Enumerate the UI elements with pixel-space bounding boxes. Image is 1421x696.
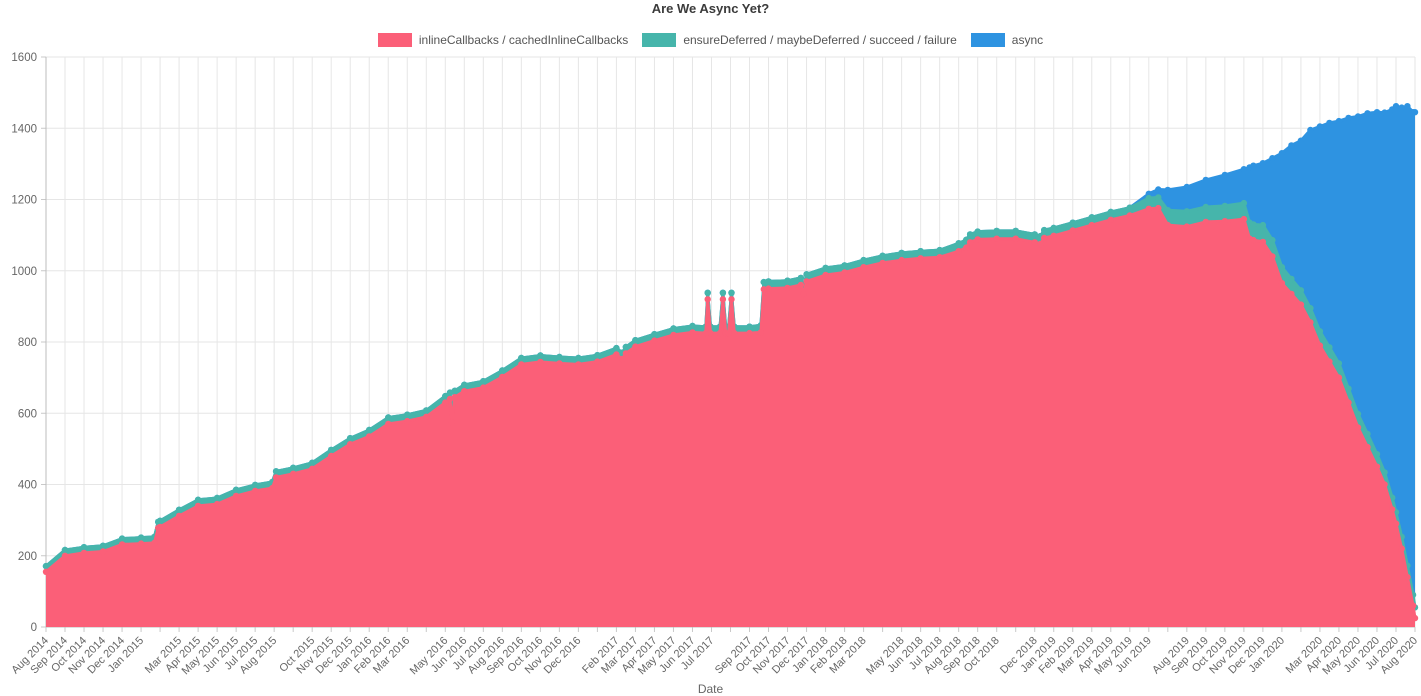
chart-legend: inlineCallbacks / cachedInlineCallbacks …: [0, 33, 1421, 47]
legend-swatch-blue-icon: [970, 33, 1005, 47]
legend-swatch-pink-icon: [377, 33, 412, 47]
chart-title: Are We Async Yet?: [651, 1, 770, 16]
legend-item-ensuredeferred[interactable]: ensureDeferred / maybeDeferred / succeed…: [642, 33, 957, 47]
svg-text:200: 200: [18, 551, 37, 563]
svg-text:600: 600: [18, 408, 37, 420]
svg-text:1000: 1000: [11, 266, 37, 278]
legend-label-inlinecallbacks: inlineCallbacks / cachedInlineCallbacks: [418, 33, 629, 47]
svg-text:1600: 1600: [11, 52, 37, 64]
legend-label-ensuredeferred: ensureDeferred / maybeDeferred / succeed…: [683, 33, 957, 47]
legend-swatch-teal-icon: [642, 33, 677, 47]
svg-text:1200: 1200: [11, 195, 37, 207]
legend-label-async: async: [1011, 33, 1044, 47]
svg-text:800: 800: [18, 337, 37, 349]
x-axis-title: Date: [697, 682, 724, 696]
svg-text:1400: 1400: [11, 123, 37, 135]
svg-text:0: 0: [31, 622, 37, 634]
legend-item-inlinecallbacks[interactable]: inlineCallbacks / cachedInlineCallbacks: [377, 33, 629, 47]
legend-item-async[interactable]: async: [970, 33, 1044, 47]
svg-text:400: 400: [18, 480, 37, 492]
